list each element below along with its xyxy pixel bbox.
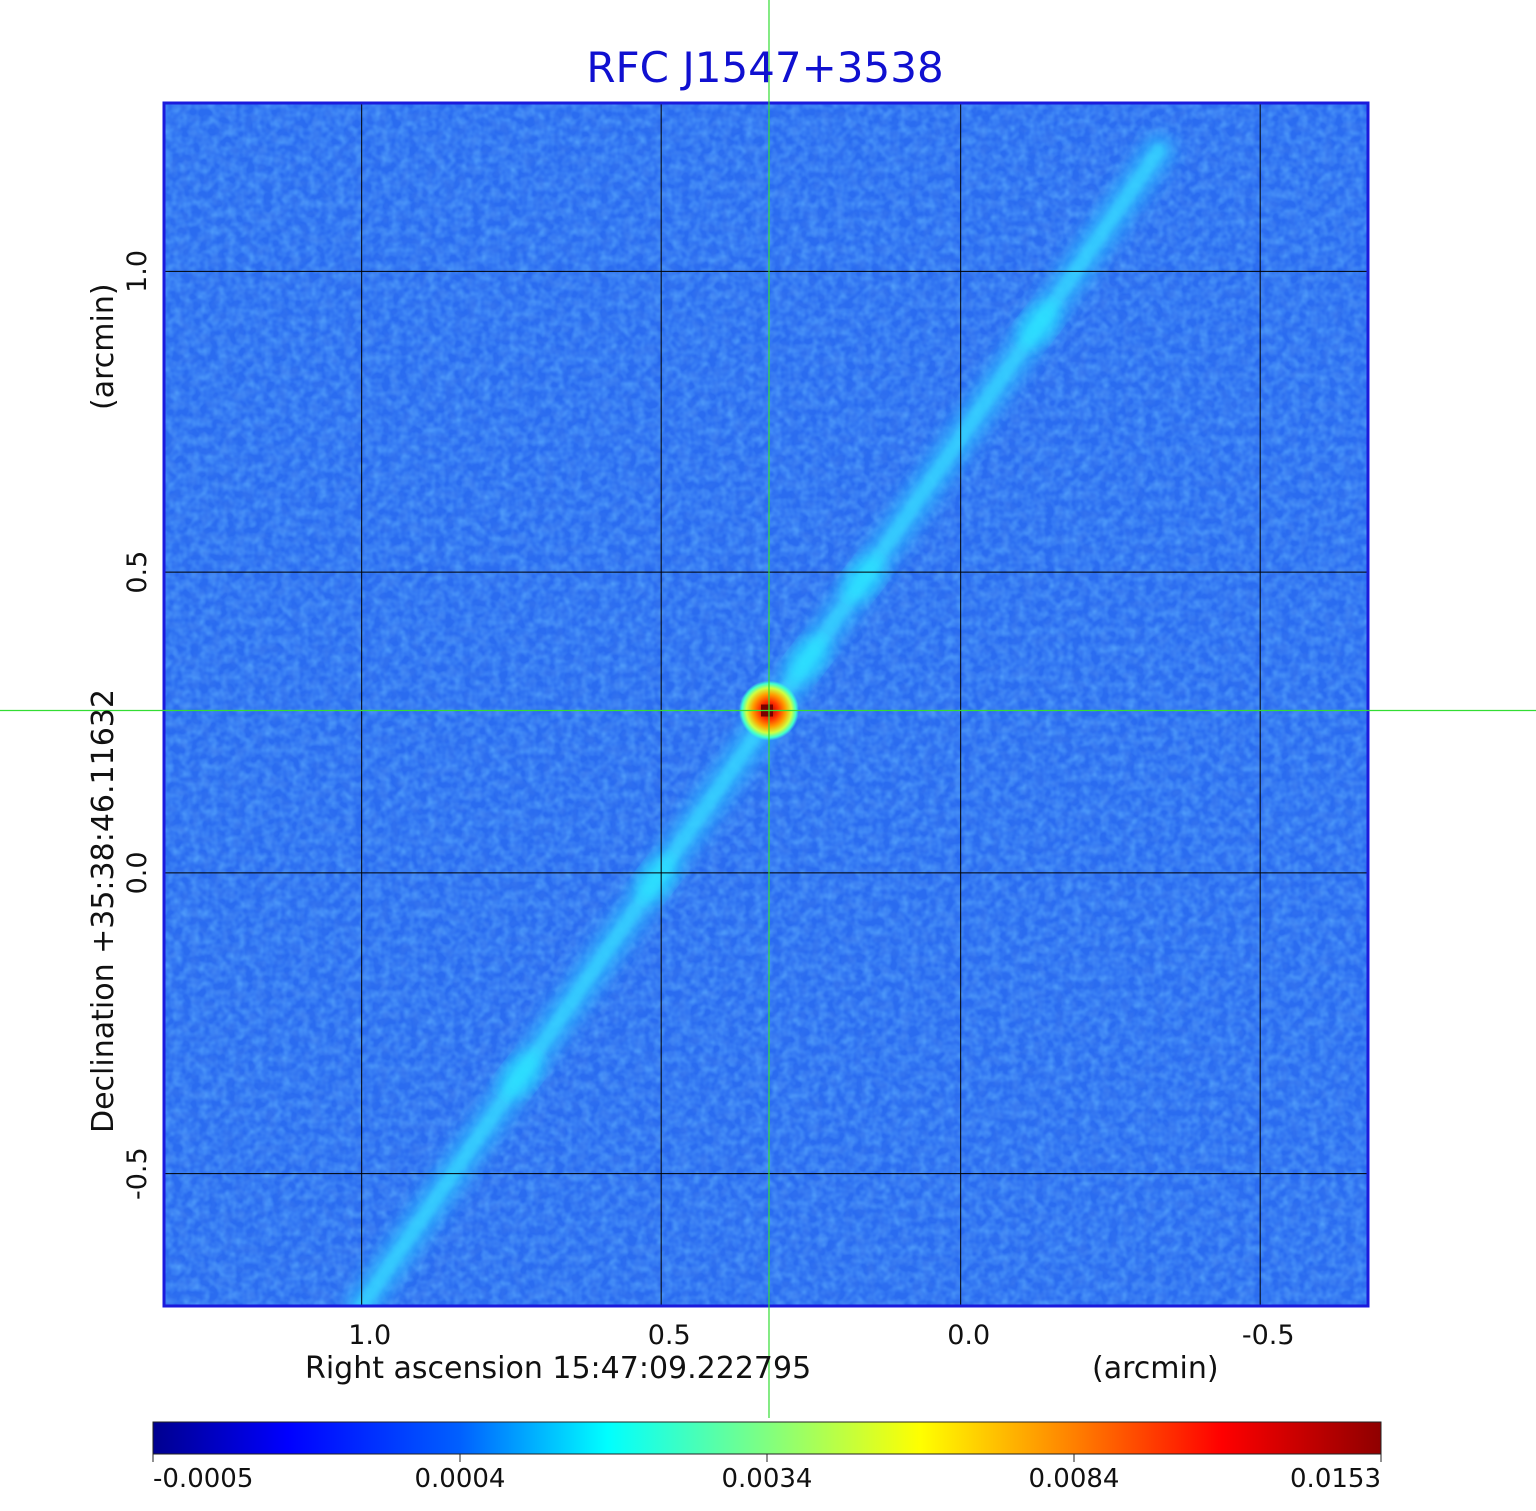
- x-axis-label: Right ascension 15:47:09.222795: [305, 1351, 811, 1386]
- plot-frame: [162, 101, 1370, 1308]
- y-tick-labels: 1.0 0.5 0.0 -0.5: [122, 250, 153, 1200]
- jet-knot: [635, 855, 678, 902]
- colorbar-tick-label: 0.0084: [1029, 1464, 1120, 1494]
- colorbar-gradient: [152, 1421, 1382, 1455]
- colorbar-tick-label: 0.0004: [415, 1464, 506, 1494]
- y-tick-label: -0.5: [122, 1147, 153, 1200]
- x-tick-label: 0.0: [947, 1320, 990, 1351]
- chart-title: RFC J1547+3538: [586, 43, 943, 92]
- y-axis-unit: (arcmin): [86, 283, 121, 410]
- x-axis-unit: (arcmin): [1092, 1351, 1219, 1386]
- colorbar-tick-label: -0.0005: [153, 1464, 253, 1494]
- jet-knots: [499, 301, 1061, 1099]
- jet-knot: [499, 1051, 543, 1099]
- y-axis-label: Declination +35:38:46.11632: [86, 689, 121, 1133]
- x-tick-label: 1.0: [348, 1320, 391, 1351]
- coordinate-grid: [164, 103, 1368, 1306]
- jet-knot: [842, 555, 885, 602]
- y-tick-label: 1.0: [122, 250, 153, 293]
- crosshair: [0, 0, 1536, 1418]
- colorbar-tick-label: 0.0034: [722, 1464, 813, 1494]
- colorbar-tick-labels: -0.0005 0.0004 0.0034 0.0084 0.0153: [152, 1454, 1382, 1494]
- jet-knot: [786, 635, 830, 683]
- y-tick-label: 0.5: [122, 551, 153, 594]
- x-tick-label: -0.5: [1242, 1320, 1295, 1351]
- colorbar: -0.0005 0.0004 0.0034 0.0084 0.0153: [152, 1421, 1382, 1494]
- colorbar-tick-label: 0.0153: [1290, 1464, 1381, 1494]
- y-tick-label: 0.0: [122, 851, 153, 894]
- x-tick-label: 0.5: [648, 1320, 691, 1351]
- jet-knot: [1017, 301, 1061, 348]
- x-tick-labels: 1.0 0.5 0.0 -0.5: [348, 1320, 1294, 1351]
- plot-area: [162, 101, 1370, 1308]
